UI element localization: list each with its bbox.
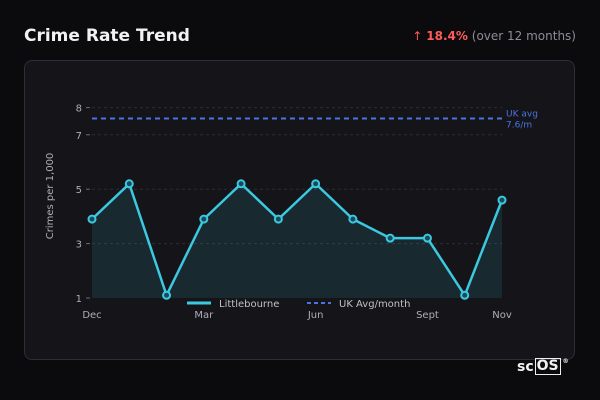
- x-tick-label: Jun: [307, 310, 324, 321]
- legend-label-series: Littlebourne: [219, 299, 279, 310]
- brand-logo: sc OS ®: [517, 358, 569, 375]
- y-tick-label: 1: [76, 294, 82, 305]
- chart-card: 1 3 5 7 8 Crimes per 1,000 Dec Mar Jun Sept Nov UK …: [24, 60, 575, 360]
- brand-text-boxed: OS: [534, 358, 561, 375]
- x-tick-label: Dec: [82, 310, 101, 321]
- data-point: [124, 179, 134, 189]
- series-area: [92, 183, 502, 298]
- y-tick-label: 5: [76, 185, 82, 196]
- data-point: [422, 233, 432, 243]
- change-period: (over 12 months): [471, 29, 576, 43]
- line-chart: 1 3 5 7 8 Crimes per 1,000 Dec Mar Jun Sept Nov UK …: [45, 104, 538, 321]
- data-point: [162, 290, 172, 300]
- data-point: [311, 179, 321, 189]
- data-point: [460, 290, 470, 300]
- data-point: [385, 233, 395, 243]
- trend-up-icon: ↑: [412, 29, 423, 43]
- legend-label-reference: UK Avg/month: [339, 299, 410, 310]
- y-tick-label: 7: [76, 131, 82, 142]
- x-tick-label: Nov: [492, 310, 512, 321]
- data-point: [87, 214, 97, 224]
- data-point: [348, 214, 358, 224]
- registered-mark: ®: [562, 358, 569, 365]
- data-point: [497, 195, 507, 205]
- data-point: [273, 214, 283, 224]
- x-tick-label: Mar: [194, 310, 214, 321]
- y-tick-label: 3: [76, 240, 82, 251]
- change-percent: 18.4%: [426, 29, 468, 43]
- reference-label: UK avg: [506, 109, 538, 119]
- brand-text: sc: [517, 358, 534, 375]
- reference-value-label: 7.6/m: [506, 120, 532, 130]
- y-axis-label: Crimes per 1,000: [45, 153, 56, 240]
- y-tick-label: 8: [76, 104, 82, 115]
- x-tick-label: Sept: [416, 310, 439, 321]
- data-point: [199, 214, 209, 224]
- data-point: [236, 179, 246, 189]
- series-line: [91, 182, 504, 297]
- change-indicator: ↑ 18.4% (over 12 months): [412, 29, 576, 43]
- chart-title: Crime Rate Trend: [24, 26, 190, 46]
